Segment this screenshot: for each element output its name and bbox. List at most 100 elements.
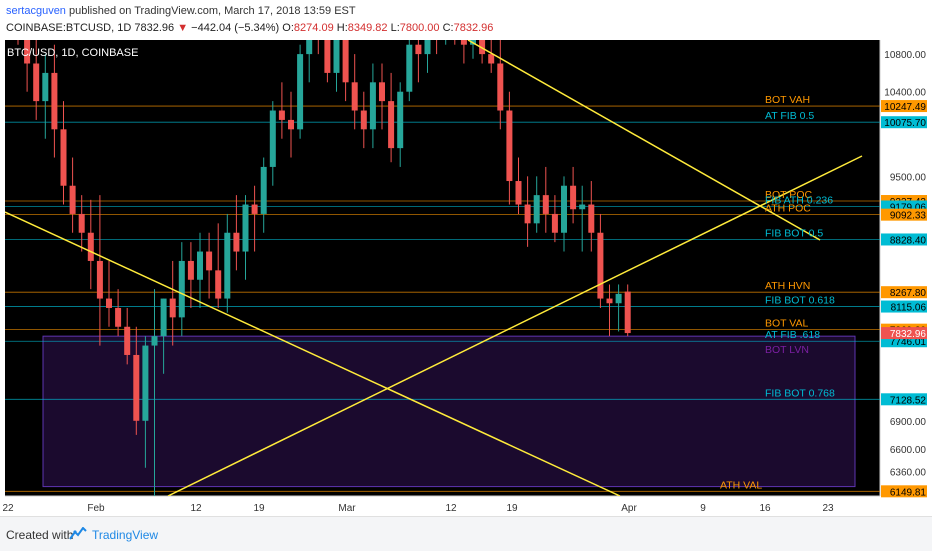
y-tick-label: 10800.00: [884, 50, 926, 61]
candle-body: [369, 82, 376, 130]
candle-body: [51, 72, 58, 130]
level-price-tag: [881, 300, 927, 313]
candle-body: [251, 204, 258, 214]
candle-body: [96, 260, 103, 299]
candle-body: [178, 260, 185, 318]
zone-label: BOT LVN: [765, 344, 809, 356]
close-value: 7832.96: [453, 22, 494, 34]
candle-body: [169, 298, 176, 318]
candle-body: [360, 110, 367, 130]
candle-body: [224, 232, 231, 299]
level-label: AT FIB 0.5: [765, 110, 814, 122]
candle-body: [133, 354, 140, 421]
candle-body: [561, 185, 567, 233]
candle-body: [551, 213, 558, 233]
published-text: published on TradingView.com, March 17, …: [69, 5, 356, 17]
candle-body: [260, 166, 267, 214]
candle-body: [197, 251, 203, 280]
candle-body: [160, 298, 167, 337]
candle-body: [424, 40, 431, 55]
last-price-tag-text: 7832.96: [890, 329, 927, 340]
x-tick-label: 19: [253, 503, 265, 514]
trend-line: [5, 211, 621, 496]
plot-layer: [5, 40, 880, 496]
level-label: AT FIB .618: [765, 329, 820, 341]
candle-body: [488, 54, 495, 64]
candle-body: [187, 260, 194, 280]
tradingview-brand-link[interactable]: TradingView: [92, 528, 159, 542]
y-tick-label: 9500.00: [890, 172, 927, 183]
x-tick-label: 16: [759, 503, 771, 514]
candle-body: [542, 195, 549, 214]
candle-body: [78, 213, 85, 233]
ohlc-line: COINBASE:BTCUSD, 1D 7832.96 ▼ −442.04 (−…: [6, 22, 493, 34]
symbol-label: COINBASE:BTCUSD, 1D: [6, 22, 132, 34]
level-price-tag: [881, 100, 927, 113]
candle-body: [87, 232, 94, 261]
low-label: L:: [390, 22, 400, 34]
candle-body: [515, 181, 522, 205]
candle-body: [33, 63, 40, 102]
low-value: 7800.00: [399, 22, 440, 34]
candle-body: [324, 40, 331, 73]
x-tick-label: Apr: [621, 503, 637, 514]
level-price-tag: [881, 393, 927, 406]
level-price-tag-text: 8828.40: [890, 235, 927, 246]
candle-body: [379, 82, 385, 102]
level-price-tag-text: 6149.81: [890, 487, 927, 498]
level-label: ATH POC: [765, 203, 811, 215]
candle-body: [615, 293, 622, 304]
created-with-text: Created with: [6, 528, 74, 542]
open-label: O:: [282, 22, 294, 34]
candle-body: [397, 91, 404, 149]
x-tick-label: 19: [506, 503, 518, 514]
level-label: FIB BOT 0.618: [765, 295, 835, 307]
candle-body: [533, 195, 540, 224]
level-label: BOT POC: [765, 189, 812, 201]
candle-body: [233, 232, 240, 252]
x-tick-label: 22: [2, 503, 14, 514]
author-link[interactable]: sertacguven: [6, 5, 66, 17]
candle-body: [115, 307, 122, 327]
y-tick-label: 6600.00: [890, 445, 927, 456]
candle-body: [124, 326, 131, 355]
candle-body: [242, 204, 249, 252]
level-price-tag: [881, 485, 927, 498]
level-label: FIB BOT 0.5: [765, 227, 823, 239]
y-tick-label: 10400.00: [884, 88, 926, 99]
candle-body: [388, 101, 395, 149]
level-label: BOT VAL: [765, 318, 809, 330]
level-label: ATH VAL: [720, 479, 762, 491]
chart-header: sertacguven published on TradingView.com…: [0, 0, 932, 40]
change-arrow-icon: ▼: [177, 22, 189, 34]
candle-body: [151, 336, 158, 346]
level-price-tag-text: 10247.49: [884, 102, 926, 113]
level-label: FIB ATH 0.236: [765, 195, 833, 207]
tradingview-logo-icon: [69, 527, 87, 540]
lvn-zone: [42, 335, 856, 488]
candle-body: [278, 110, 285, 120]
high-label: H:: [336, 22, 348, 34]
price-chart[interactable]: BTC/USD, 1D, COINBASE BOT VAH AT FIB 0.5 BO…: [0, 40, 932, 516]
x-tick-label: Feb: [87, 503, 105, 514]
price-axis: [880, 40, 932, 496]
candle-body: [288, 119, 294, 130]
level-label: ATH HVN: [765, 280, 810, 292]
candle-body: [406, 44, 413, 92]
candle-body: [69, 185, 76, 214]
candle-body: [415, 44, 422, 55]
candle-body: [42, 72, 49, 102]
candle-body: [306, 40, 313, 55]
candle-body: [333, 40, 340, 73]
x-tick-label: 12: [445, 503, 457, 514]
x-tick-label: 23: [822, 503, 834, 514]
candle-body: [479, 40, 486, 55]
candle-body: [460, 40, 467, 45]
candle-body: [269, 110, 276, 167]
candle-body: [524, 204, 531, 224]
level-price-tag-text: 10075.70: [884, 118, 926, 129]
candle-body: [60, 129, 67, 186]
candle-body: [106, 298, 112, 308]
trend-line: [467, 40, 821, 241]
candle-body: [142, 345, 149, 421]
